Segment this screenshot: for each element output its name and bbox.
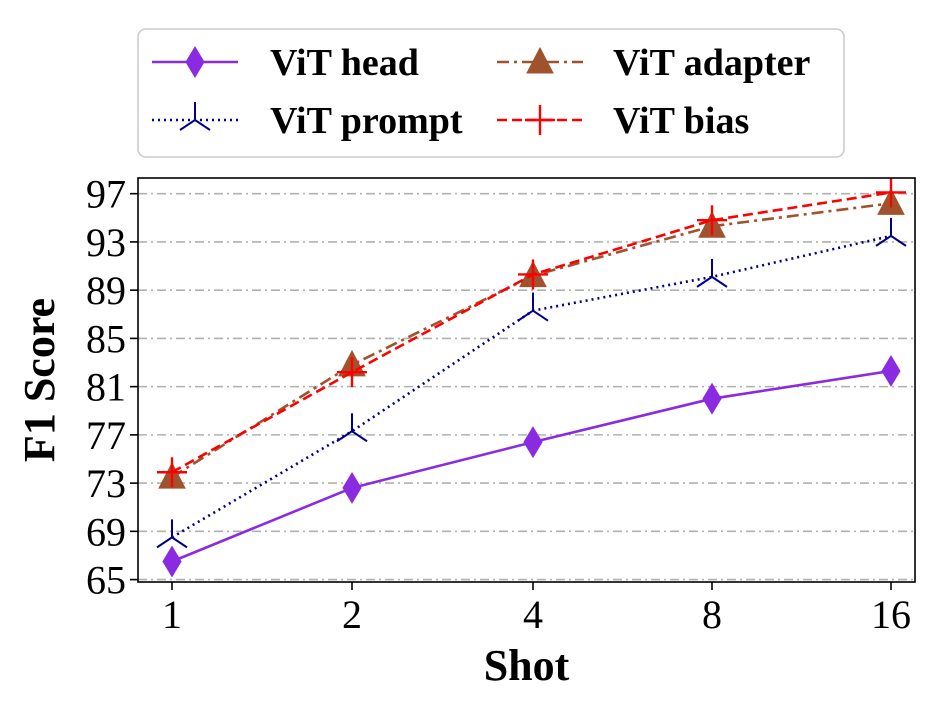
series-line-vit-adapter [171,202,892,479]
y-tick-label: 65 [86,558,126,603]
y-tick-label: 85 [86,316,126,361]
legend-entry-vit-head: ViT head [152,42,419,84]
data-point-vit-head [702,382,722,415]
legend-marker-vit-head [185,46,205,78]
data-point-vit-bias [337,357,367,388]
x-tick-label: 16 [871,592,911,637]
legend: ViT head ViT adapter ViT prompt ViT bias [137,28,845,158]
data-point-vit-prompt [517,292,549,322]
y-tick-label: 77 [86,413,126,458]
x-axis-ticks: 1 2 4 8 16 [162,582,911,637]
series-layer [156,177,907,578]
series-vit-bias [157,177,906,488]
x-tick-label: 4 [523,592,543,637]
x-tick-label: 2 [342,592,362,637]
data-point-vit-head [162,545,182,578]
data-point-vit-bias [518,259,548,290]
series-vit-prompt [156,217,907,549]
legend-label-vit-adapter: ViT adapter [613,42,811,84]
data-point-vit-bias [157,457,187,488]
data-point-vit-bias [697,205,727,236]
y-tick-label: 89 [86,268,126,313]
y-tick-label: 81 [86,365,126,410]
legend-marker-vit-prompt [179,102,211,131]
legend-label-vit-head: ViT head [270,42,419,84]
data-point-vit-bias [876,177,906,208]
data-point-vit-prompt [336,413,368,443]
y-tick-label: 73 [86,461,126,506]
data-point-vit-prompt [696,258,728,288]
data-point-vit-prompt [156,519,188,549]
y-tick-label: 69 [86,509,126,554]
data-point-vit-head [881,354,901,387]
legend-box [137,28,845,158]
legend-entry-vit-bias: ViT bias [497,100,749,142]
legend-marker-vit-bias [525,105,555,135]
series-vit-head [162,354,901,578]
data-point-vit-head [523,426,543,459]
legend-marker-vit-adapter [526,46,554,74]
y-tick-label: 93 [86,220,126,265]
data-point-vit-prompt [875,217,907,247]
series-line-vit-head [171,369,892,563]
grid-layer [138,192,915,581]
legend-label-vit-bias: ViT bias [613,100,749,142]
y-tick-label: 97 [86,172,126,217]
legend-label-vit-prompt: ViT prompt [270,100,463,142]
plot-area-frame [137,177,916,583]
x-tick-label: 8 [702,592,722,637]
x-tick-label: 1 [162,592,182,637]
legend-entry-vit-prompt: ViT prompt [152,100,463,142]
legend-entry-vit-adapter: ViT adapter [497,42,811,84]
y-axis-title: F1 Score [15,298,64,462]
x-axis-title: Shot [484,641,570,690]
data-point-vit-head [342,471,362,504]
